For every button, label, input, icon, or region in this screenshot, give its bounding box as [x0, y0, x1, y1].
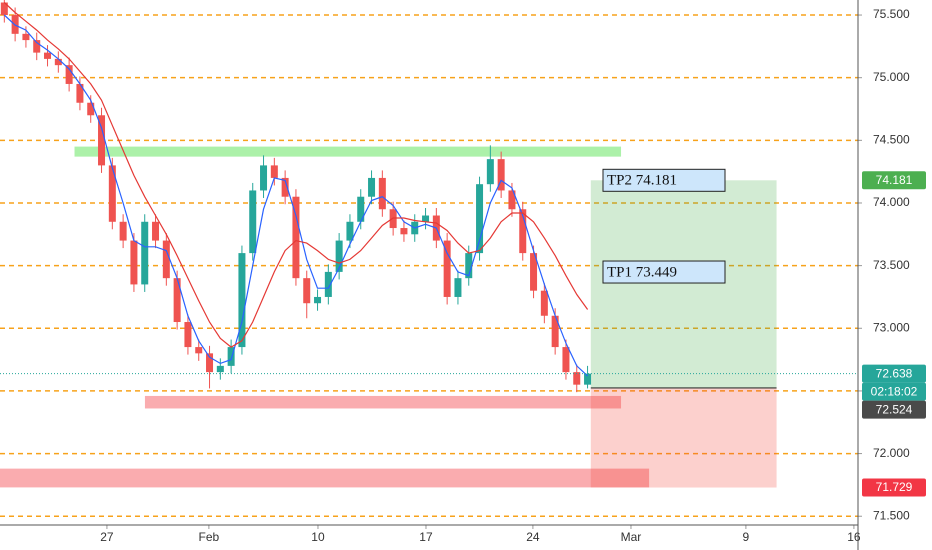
candle-body	[206, 353, 214, 373]
candle-body	[562, 347, 570, 373]
price-badge-label: 71.729	[876, 480, 913, 494]
zone	[0, 468, 650, 488]
price-badge	[862, 478, 926, 497]
candle-body	[119, 221, 127, 241]
candle-body	[238, 253, 246, 348]
candle-body	[400, 228, 408, 235]
candle-body	[324, 271, 332, 297]
price-badge	[862, 400, 926, 419]
candle-body	[303, 278, 311, 304]
target-area	[590, 180, 777, 388]
y-tick-label: 74.000	[873, 195, 910, 209]
candle-body	[540, 290, 548, 316]
candle-body	[152, 221, 160, 241]
candle-body	[249, 190, 257, 254]
y-tick-label: 72.000	[873, 446, 910, 460]
candle-body	[130, 240, 138, 285]
candle-body	[108, 165, 116, 222]
candle-body	[314, 296, 322, 304]
candle-body	[465, 253, 473, 279]
candle-body	[530, 253, 538, 291]
x-tick-label: 16	[847, 530, 861, 544]
countdown-label: 02:18:02	[871, 384, 918, 398]
candle-body	[162, 240, 170, 279]
tp-label-box	[602, 168, 726, 192]
y-tick-label: 73.500	[873, 258, 910, 272]
stop-area	[590, 387, 777, 488]
moving-average	[3, 14, 589, 377]
y-tick-label: 75.500	[873, 7, 910, 21]
candle-body	[141, 221, 149, 285]
candle-body	[368, 177, 376, 197]
candle-body	[454, 278, 462, 297]
candle-body	[292, 196, 300, 279]
y-tick-label: 71.500	[873, 508, 910, 522]
y-tick-label: 73.000	[873, 320, 910, 334]
candle-body	[486, 159, 494, 185]
candle-body	[346, 221, 354, 241]
candle-body	[184, 322, 192, 348]
y-tick-label: 74.500	[873, 133, 910, 147]
candle-body	[357, 196, 365, 222]
candle-body	[497, 159, 505, 191]
candle-body	[270, 165, 278, 178]
candle-body	[227, 347, 235, 366]
candle-body	[65, 65, 73, 84]
price-badge	[862, 364, 926, 383]
x-tick-label: 17	[419, 530, 433, 544]
candle-body	[573, 372, 581, 385]
candle-body	[22, 33, 30, 41]
candle-body	[87, 102, 95, 116]
candle-body	[195, 347, 203, 354]
tp-label: TP1 73.449	[607, 264, 677, 280]
countdown-badge	[862, 382, 926, 401]
moving-average	[3, 2, 589, 348]
candle-body	[443, 240, 451, 297]
candle-body	[0, 2, 8, 16]
candle-body	[476, 184, 484, 254]
candle-body	[422, 215, 430, 222]
candle-body	[551, 315, 559, 348]
candle-body	[260, 165, 268, 191]
candle-body	[281, 177, 289, 197]
candle-body	[584, 373, 592, 385]
price-badge	[862, 171, 926, 190]
x-tick-label: Feb	[199, 530, 220, 544]
candle-body	[76, 83, 84, 103]
tp-label: TP2 74.181	[607, 173, 677, 189]
zone	[144, 395, 622, 409]
price-badge-label: 74.181	[876, 173, 913, 187]
candle-body	[98, 115, 106, 166]
x-tick-label: 10	[311, 530, 325, 544]
x-tick-label: 27	[100, 530, 114, 544]
price-badge-label: 72.524	[876, 402, 913, 416]
candle-body	[44, 52, 52, 59]
candle-body	[216, 365, 224, 373]
x-tick-label: Mar	[621, 530, 642, 544]
candle-body	[519, 209, 527, 254]
price-badge-label: 72.638	[876, 366, 913, 380]
x-tick-label: 24	[526, 530, 540, 544]
candle-body	[54, 58, 62, 66]
candle-body	[33, 40, 41, 53]
candle-body	[173, 278, 181, 323]
tp-label-box	[602, 260, 726, 284]
candle-body	[508, 190, 516, 210]
x-tick-label: 9	[743, 530, 750, 544]
candle-body	[378, 177, 386, 210]
y-tick-label: 75.000	[873, 70, 910, 84]
candle-body	[335, 240, 343, 272]
zone	[74, 146, 622, 157]
